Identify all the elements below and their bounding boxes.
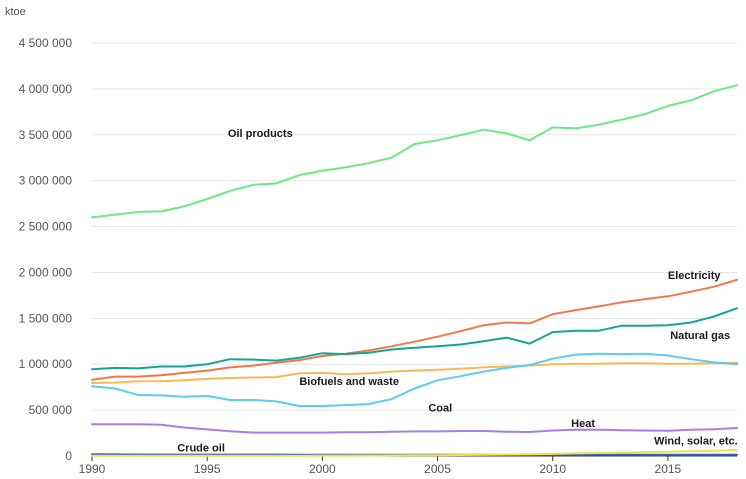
series-label-biofuels-and-waste: Biofuels and waste — [299, 376, 399, 388]
y-axis-unit-label: ktoe — [5, 6, 26, 18]
y-tick-label: 2 500 000 — [19, 220, 73, 234]
series-lines — [91, 84, 738, 457]
series-line-biofuels-and-waste — [91, 361, 738, 384]
series-line-oil-products — [91, 84, 738, 219]
y-axis-ticks: 0 500 000 1 000 000 1 500 000 2 000 000 2 500… — [19, 36, 73, 463]
series-label-heat: Heat — [571, 418, 595, 430]
y-tick-label: 1 000 000 — [19, 357, 73, 371]
series-line-coal — [91, 352, 738, 407]
series-line-heat — [91, 423, 738, 434]
series-label-electricity: Electricity — [668, 270, 721, 282]
y-tick-label: 2 000 000 — [19, 265, 73, 279]
y-tick-label: 4 500 000 — [19, 36, 73, 50]
x-tick-label: 2015 — [655, 462, 682, 476]
y-tick-label: 3 500 000 — [19, 128, 73, 142]
series-label-coal: Coal — [428, 402, 452, 414]
y-tick-label: 1 500 000 — [19, 311, 73, 325]
x-tick-label: 2000 — [309, 462, 336, 476]
y-tick-label: 500 000 — [29, 403, 73, 417]
series-label-wind-solar-etc: Wind, solar, etc. — [654, 435, 738, 447]
x-axis-ticks: 1990 1995 2000 2005 2010 2015 — [79, 456, 682, 476]
y-tick-label: 0 — [65, 449, 72, 463]
series-line-wind-solar-etc — [91, 448, 738, 457]
series-label-natural-gas: Natural gas — [670, 330, 730, 342]
series-line-electricity — [91, 278, 738, 381]
y-tick-label: 3 000 000 — [19, 174, 73, 188]
series-labels: Oil products Electricity Natural gas Biofue… — [177, 128, 737, 455]
series-label-oil-products: Oil products — [228, 128, 293, 140]
x-tick-label: 1995 — [194, 462, 221, 476]
y-tick-label: 4 000 000 — [19, 82, 73, 96]
x-tick-label: 2010 — [539, 462, 566, 476]
series-line-natural-gas — [91, 307, 738, 371]
series-label-crude-oil: Crude oil — [177, 443, 225, 455]
grid-lines — [92, 42, 737, 457]
x-tick-label: 2005 — [424, 462, 451, 476]
x-tick-label: 1990 — [79, 462, 106, 476]
